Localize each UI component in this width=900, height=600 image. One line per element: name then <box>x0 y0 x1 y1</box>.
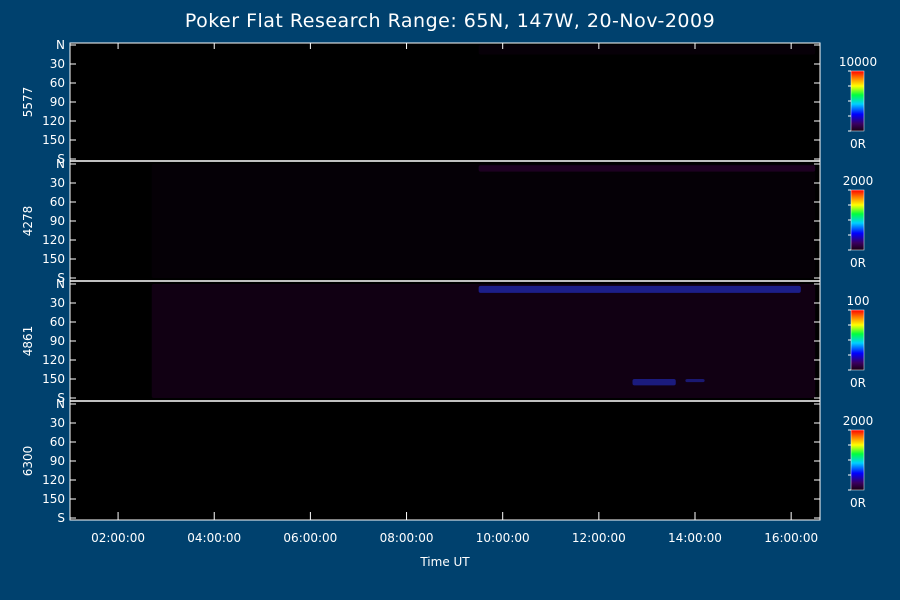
y-tick-label-6300-1: 30 <box>50 416 65 430</box>
panel-label-5577: 5577 <box>21 87 35 118</box>
emission-feature-4278-0 <box>151 164 816 278</box>
y-tick-label-4861-1: 30 <box>50 296 65 310</box>
x-tick-label-6: 14:00:00 <box>668 531 722 545</box>
emission-feature-4861-3 <box>685 379 705 383</box>
panel-label-6300: 6300 <box>21 446 35 477</box>
y-tick-label-4278-3: 90 <box>50 214 65 228</box>
chart-title: Poker Flat Research Range: 65N, 147W, 20… <box>184 10 716 32</box>
x-tick-label-2: 06:00:00 <box>283 531 337 545</box>
x-tick-label-7: 16:00:00 <box>764 531 818 545</box>
y-tick-label-4861-4: 120 <box>42 353 65 367</box>
colorbar-min-label-4861: 0R <box>850 376 866 390</box>
colorbar-6300 <box>850 429 865 491</box>
y-tick-label-5577-1: 30 <box>50 57 65 71</box>
y-tick-label-6300-2: 60 <box>50 435 65 449</box>
y-tick-label-4278-6: S <box>57 271 65 285</box>
colorbar-max-label-6300: 2000 <box>843 414 874 428</box>
y-tick-label-4861-2: 60 <box>50 315 65 329</box>
y-tick-label-4278-0: N <box>56 157 65 171</box>
y-tick-label-4861-5: 150 <box>42 372 65 386</box>
x-tick-label-3: 08:00:00 <box>380 531 434 545</box>
colorbar-max-label-4278: 2000 <box>843 174 874 188</box>
colorbar-min-label-6300: 0R <box>850 496 866 510</box>
x-tick-label-0: 02:00:00 <box>91 531 145 545</box>
colorbar-5577 <box>850 70 865 132</box>
y-tick-label-5577-4: 120 <box>42 114 65 128</box>
plot-frame <box>69 42 821 521</box>
y-tick-label-4278-1: 30 <box>50 176 65 190</box>
emission-feature-4278-1 <box>478 165 816 172</box>
y-tick-label-6300-4: 120 <box>42 473 65 487</box>
x-tick-label-1: 04:00:00 <box>187 531 241 545</box>
y-tick-label-4278-2: 60 <box>50 195 65 209</box>
panel-label-4278: 4278 <box>21 206 35 237</box>
x-tick-label-5: 12:00:00 <box>572 531 626 545</box>
panel-label-4861: 4861 <box>21 326 35 357</box>
y-tick-label-4278-4: 120 <box>42 233 65 247</box>
y-tick-label-5577-6: S <box>57 152 65 166</box>
y-tick-label-4861-6: S <box>57 391 65 405</box>
y-tick-label-5577-2: 60 <box>50 76 65 90</box>
emission-feature-5577-0 <box>478 45 816 55</box>
emission-feature-4861-2 <box>632 379 676 386</box>
y-tick-label-6300-6: S <box>57 511 65 525</box>
colorbar-min-label-4278: 0R <box>850 256 866 270</box>
colorbar-4861 <box>850 309 865 371</box>
emission-feature-4861-0 <box>151 284 816 398</box>
colorbar-min-label-5577: 0R <box>850 137 866 151</box>
y-tick-label-5577-0: N <box>56 38 65 52</box>
y-tick-label-6300-0: N <box>56 397 65 411</box>
y-tick-label-5577-3: 90 <box>50 95 65 109</box>
y-tick-label-4861-0: N <box>56 277 65 291</box>
colorbar-max-label-5577: 10000 <box>839 55 877 69</box>
x-axis-label: Time UT <box>420 555 470 569</box>
x-tick-label-4: 10:00:00 <box>476 531 530 545</box>
y-tick-label-6300-3: 90 <box>50 454 65 468</box>
emission-feature-4861-1 <box>478 285 801 293</box>
y-tick-label-6300-5: 150 <box>42 492 65 506</box>
y-tick-label-4861-3: 90 <box>50 334 65 348</box>
y-tick-label-4278-5: 150 <box>42 252 65 266</box>
y-tick-label-5577-5: 150 <box>42 133 65 147</box>
colorbar-max-label-4861: 100 <box>847 294 870 308</box>
colorbar-4278 <box>850 189 865 251</box>
